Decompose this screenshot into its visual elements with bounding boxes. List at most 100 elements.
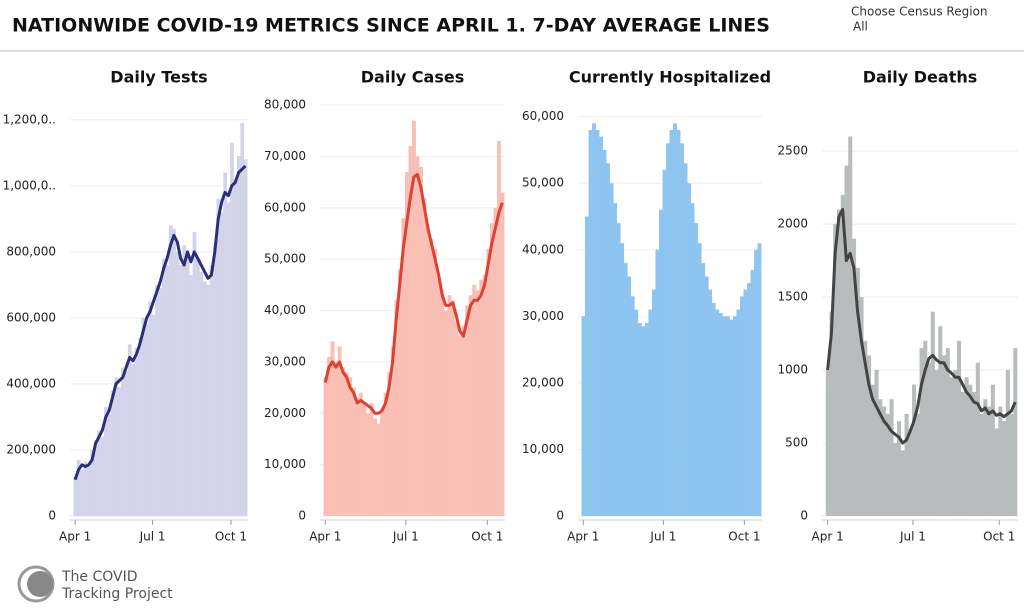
y-tick-label: 2500 — [777, 144, 808, 158]
bar — [182, 245, 187, 516]
bar — [138, 337, 142, 516]
y-tick-label: 800,000 — [6, 244, 56, 258]
bar — [121, 367, 125, 516]
bar — [489, 223, 494, 516]
bar — [216, 199, 221, 517]
bar — [998, 406, 1003, 516]
bar — [233, 179, 238, 516]
bar — [1009, 413, 1014, 516]
bar — [165, 265, 170, 516]
bar — [151, 314, 156, 516]
bar — [754, 249, 758, 516]
bar — [897, 421, 902, 516]
bar — [885, 413, 890, 516]
bar — [344, 372, 349, 516]
bar — [592, 123, 596, 517]
bar — [739, 296, 744, 516]
average-line — [826, 208, 1017, 445]
bar — [666, 143, 670, 516]
bar — [493, 207, 498, 516]
bar — [585, 216, 589, 517]
bar — [732, 316, 737, 516]
bar — [757, 243, 762, 516]
bar — [404, 171, 409, 516]
bar — [436, 279, 441, 516]
y-tick-label: 600,000 — [6, 310, 56, 324]
bar — [104, 407, 108, 516]
bar — [158, 288, 163, 516]
bar — [859, 297, 864, 516]
bar — [697, 243, 702, 516]
bar — [915, 413, 920, 516]
y-tick-label: 500 — [785, 436, 808, 450]
bar — [609, 183, 614, 516]
x-tick-label: Jul 1 — [139, 530, 166, 544]
bar — [401, 218, 406, 516]
bar — [870, 384, 875, 516]
bar — [179, 265, 183, 516]
bar — [694, 223, 699, 517]
bar — [942, 355, 947, 516]
bar — [722, 316, 727, 516]
bar — [651, 289, 656, 516]
bar — [718, 312, 723, 516]
y-tick-label: 1500 — [777, 290, 808, 304]
bar — [76, 459, 81, 516]
bar — [602, 149, 607, 517]
bar — [975, 362, 980, 516]
bar — [683, 163, 688, 516]
y-tick-label: 0 — [556, 509, 564, 523]
y-tick-label: 0 — [48, 509, 56, 523]
bar — [934, 370, 939, 516]
bar — [908, 428, 913, 516]
page-title: NATIONWIDE COVID-19 METRICS SINCE APRIL … — [12, 15, 770, 37]
bar — [616, 223, 621, 517]
bar — [355, 397, 360, 516]
bar — [472, 284, 477, 516]
bar — [426, 228, 431, 516]
bar — [192, 232, 197, 517]
bar — [175, 251, 180, 516]
x-tick-label: Apr 1 — [309, 530, 341, 544]
bar — [223, 172, 228, 516]
bar — [213, 245, 217, 516]
bar — [358, 392, 363, 516]
bar — [124, 370, 129, 516]
bar — [373, 418, 377, 516]
bar — [189, 274, 193, 516]
bar — [419, 166, 423, 516]
bar — [475, 290, 480, 516]
y-tick-label: 40,000 — [522, 242, 564, 256]
y-tick-label: 10,000 — [264, 457, 306, 471]
bar — [144, 324, 149, 516]
bar — [134, 347, 139, 516]
bar — [83, 461, 88, 516]
y-tick-label: 40,000 — [264, 303, 306, 317]
bar — [415, 156, 420, 516]
bar — [704, 276, 709, 516]
bar — [829, 311, 834, 516]
filter-value[interactable]: All — [853, 20, 868, 34]
y-tick-label: 0 — [298, 509, 306, 523]
bar — [927, 362, 932, 516]
y-tick-label: 30,000 — [522, 309, 564, 323]
bar — [983, 399, 988, 516]
bar — [433, 248, 438, 516]
chart-title: Daily Cases — [361, 68, 464, 87]
bar — [334, 361, 339, 516]
bar — [1013, 348, 1018, 516]
bar — [376, 423, 381, 516]
bar — [867, 355, 872, 516]
bar — [440, 290, 445, 516]
bar — [882, 406, 887, 516]
y-tick-label: 1000 — [777, 363, 808, 377]
bar — [904, 413, 909, 516]
y-tick-label: 60,000 — [522, 109, 564, 123]
bar — [588, 129, 593, 516]
logo-disc — [27, 571, 53, 597]
bar — [690, 203, 695, 516]
bar — [1005, 370, 1010, 516]
bar — [447, 295, 452, 516]
y-tick-label: 50,000 — [264, 252, 306, 266]
